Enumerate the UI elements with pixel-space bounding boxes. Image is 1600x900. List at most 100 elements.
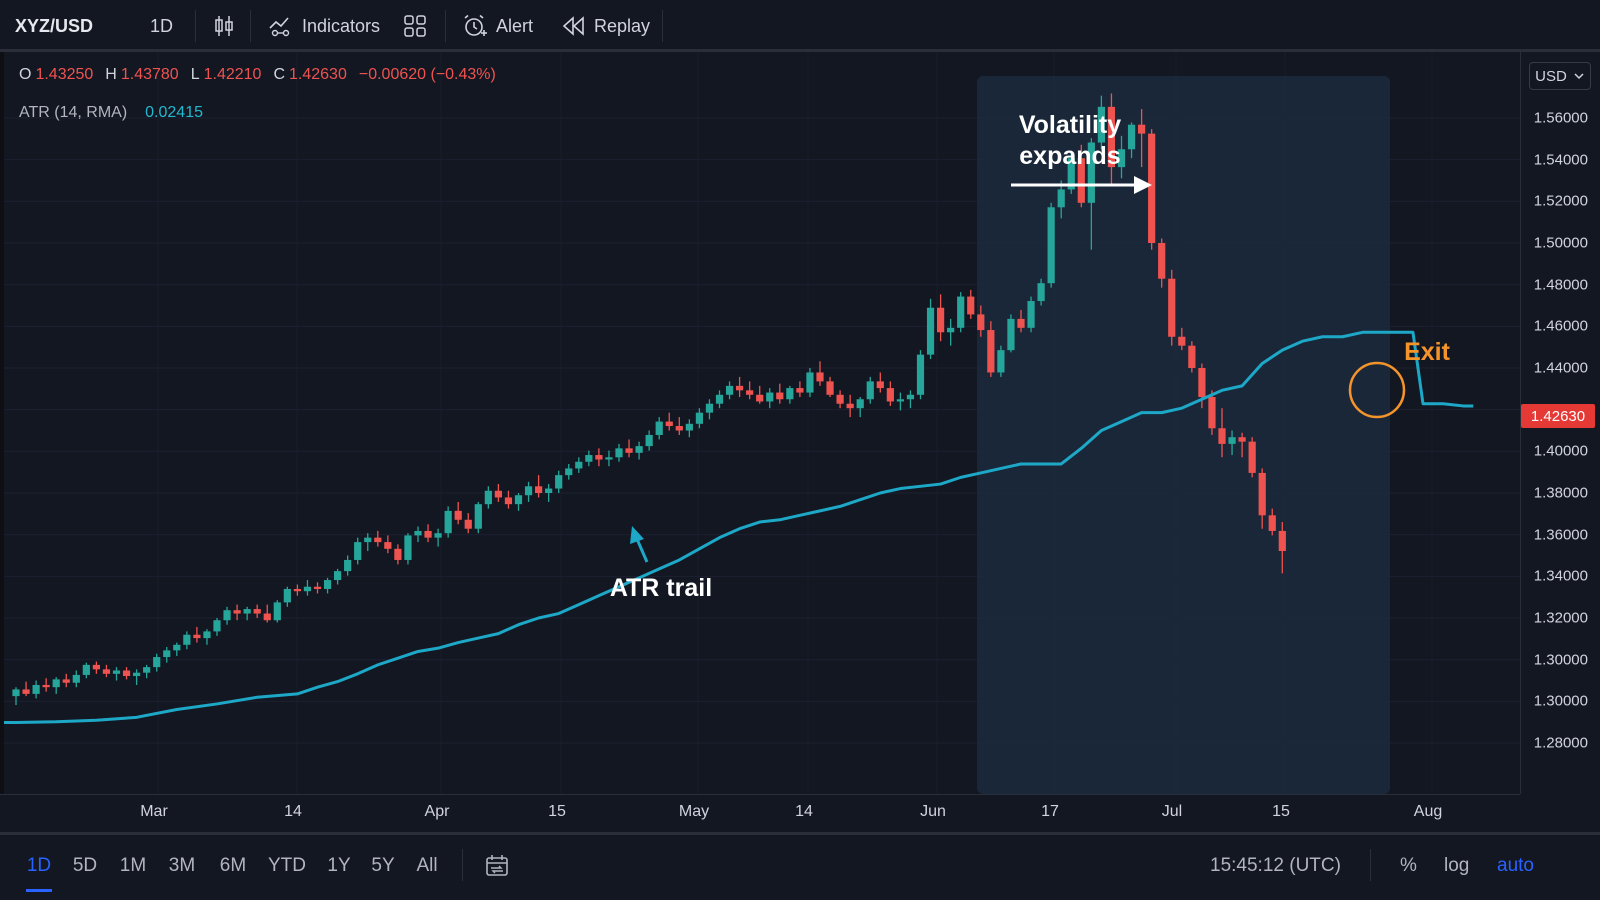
atr-legend[interactable]: ATR (14, RMA) 0.02415 bbox=[19, 104, 207, 122]
candle-body bbox=[876, 381, 884, 389]
currency-label: USD bbox=[1535, 67, 1567, 85]
auto-scale-toggle[interactable]: auto bbox=[1497, 855, 1534, 876]
price-axis-label: 1.28000 bbox=[1533, 734, 1588, 752]
range-button-6m[interactable]: 6M bbox=[219, 855, 247, 876]
candle-body bbox=[806, 372, 814, 393]
range-button-1d[interactable]: 1D bbox=[26, 855, 52, 876]
range-button-1y[interactable]: 1Y bbox=[327, 855, 351, 876]
alert-label: Alert bbox=[496, 15, 534, 36]
candle bbox=[776, 383, 784, 404]
range-button-ytd[interactable]: YTD bbox=[268, 855, 306, 876]
candle bbox=[394, 544, 402, 565]
candle-body bbox=[987, 330, 995, 373]
candle bbox=[756, 385, 764, 404]
candle-body bbox=[173, 644, 181, 651]
candle bbox=[504, 490, 513, 509]
candle-body bbox=[725, 385, 734, 395]
layout-templates-button[interactable] bbox=[403, 0, 435, 52]
candle bbox=[595, 448, 603, 467]
percent-scale-toggle[interactable]: % bbox=[1400, 855, 1417, 876]
candle bbox=[937, 294, 945, 342]
top-toolbar: XYZ/USD 1D Indicators bbox=[0, 0, 1600, 52]
price-chart[interactable]: Volatility expands ATR trail Exit bbox=[4, 52, 1520, 794]
chart-type-button[interactable] bbox=[212, 0, 244, 52]
candle bbox=[977, 305, 985, 337]
exit-annotation: Exit bbox=[1404, 338, 1451, 366]
candle bbox=[806, 368, 814, 398]
candle-body bbox=[796, 388, 804, 393]
price-axis-label: 1.48000 bbox=[1533, 276, 1588, 294]
candle-body bbox=[92, 664, 100, 670]
price-axis-label: 1.50000 bbox=[1533, 234, 1588, 252]
price-axis-label: 1.56000 bbox=[1533, 109, 1588, 127]
candle-body bbox=[474, 504, 482, 529]
date-range-picker[interactable] bbox=[484, 853, 510, 885]
currency-selector[interactable]: USD bbox=[1529, 62, 1591, 90]
replay-button[interactable]: Replay bbox=[562, 0, 650, 52]
candle bbox=[484, 486, 492, 509]
alert-button[interactable]: Alert bbox=[462, 0, 533, 52]
candle bbox=[494, 484, 502, 502]
price-change: −0.00620 (−0.43%) bbox=[358, 66, 496, 83]
candle bbox=[645, 430, 653, 451]
time-axis-label: 15 bbox=[1272, 803, 1290, 820]
candle-body bbox=[12, 689, 20, 697]
rewind-icon bbox=[562, 16, 584, 36]
candle-body bbox=[766, 392, 774, 402]
candle-body bbox=[374, 537, 382, 543]
atr-trail-arrow bbox=[630, 526, 649, 563]
candle bbox=[1238, 432, 1246, 458]
candle bbox=[1138, 109, 1146, 168]
time-axis[interactable]: Mar 14 Apr 15 May 14 Jun 17 Jul 15 Aug bbox=[0, 794, 1520, 830]
chart-pane[interactable]: Volatility expands ATR trail Exit O 1.43… bbox=[0, 52, 1520, 794]
candle-body bbox=[856, 399, 864, 409]
candle bbox=[434, 528, 442, 547]
candle-body bbox=[645, 434, 653, 447]
log-scale-toggle[interactable]: log bbox=[1444, 855, 1470, 876]
candle bbox=[263, 604, 271, 623]
bottom-toolbar: 1D 5D 1M 3M 6M YTD 1Y 5Y All 15:45:12 (UTC) % lo… bbox=[0, 832, 1600, 900]
price-axis-label: 1.38000 bbox=[1533, 484, 1588, 502]
low-value: 1.42210 bbox=[203, 66, 262, 83]
candle bbox=[836, 390, 844, 409]
candle-body bbox=[1278, 530, 1286, 552]
candle-body bbox=[253, 609, 261, 614]
candle bbox=[997, 345, 1005, 377]
candle bbox=[1087, 138, 1095, 250]
candle bbox=[253, 604, 261, 618]
candle bbox=[1127, 122, 1136, 159]
candle bbox=[1148, 129, 1156, 250]
candle bbox=[1258, 468, 1266, 529]
indicators-button[interactable]: Indicators bbox=[268, 0, 380, 52]
range-button-3m[interactable]: 3M bbox=[168, 855, 196, 876]
candle bbox=[424, 524, 432, 543]
candle bbox=[725, 381, 734, 400]
candle bbox=[896, 392, 904, 411]
candle-body bbox=[585, 455, 593, 462]
toolbar-divider bbox=[445, 10, 446, 42]
candle bbox=[957, 292, 965, 333]
range-button-all[interactable]: All bbox=[416, 855, 438, 876]
price-axis[interactable]: USD 1.56000 1.54000 1.52000 1.50000 1.48000 1… bbox=[1520, 52, 1600, 794]
symbol-search[interactable]: XYZ/USD bbox=[15, 15, 94, 36]
chevron-down-icon bbox=[1574, 73, 1584, 80]
candle-body bbox=[454, 510, 462, 520]
candle bbox=[575, 457, 583, 473]
range-button-5y[interactable]: 5Y bbox=[371, 855, 395, 876]
range-button-5d[interactable]: 5D bbox=[72, 855, 98, 876]
candle-body bbox=[263, 613, 271, 621]
indicators-label: Indicators bbox=[302, 15, 381, 36]
candle bbox=[846, 394, 854, 418]
utc-clock[interactable]: 15:45:12 (UTC) bbox=[1210, 855, 1341, 876]
candle-body bbox=[193, 634, 201, 639]
candle-body bbox=[364, 537, 372, 543]
candle-body bbox=[1007, 318, 1015, 351]
candle-body bbox=[926, 307, 935, 355]
candle bbox=[213, 618, 221, 636]
candle-body bbox=[906, 394, 915, 400]
candle bbox=[354, 537, 362, 565]
candle bbox=[203, 629, 211, 645]
range-button-1m[interactable]: 1M bbox=[119, 855, 147, 876]
interval-selector[interactable]: 1D bbox=[150, 15, 174, 36]
candle-body bbox=[213, 620, 221, 632]
